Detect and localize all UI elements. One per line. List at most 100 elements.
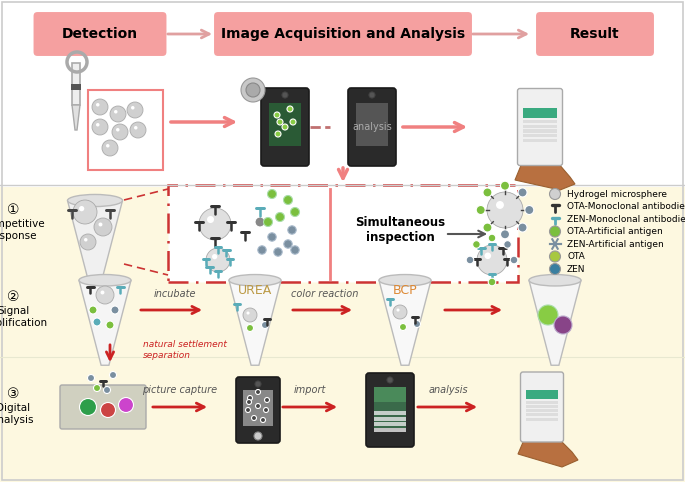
- Circle shape: [206, 248, 230, 272]
- Text: Signal
amplification: Signal amplification: [0, 306, 47, 328]
- Circle shape: [282, 92, 288, 98]
- Text: Result: Result: [570, 27, 620, 41]
- Text: ZEN: ZEN: [567, 265, 586, 273]
- Circle shape: [241, 78, 265, 102]
- Text: ①: ①: [7, 203, 19, 217]
- Circle shape: [79, 206, 84, 211]
- Bar: [523, 108, 557, 119]
- Circle shape: [549, 251, 560, 262]
- Polygon shape: [79, 280, 131, 365]
- Circle shape: [488, 278, 496, 286]
- Circle shape: [477, 245, 507, 275]
- Text: picture capture: picture capture: [142, 385, 218, 395]
- Circle shape: [268, 189, 277, 199]
- Circle shape: [501, 181, 510, 190]
- Bar: [269, 103, 301, 147]
- FancyBboxPatch shape: [535, 11, 655, 57]
- Circle shape: [268, 233, 276, 241]
- Circle shape: [92, 99, 108, 115]
- FancyBboxPatch shape: [348, 88, 396, 166]
- Circle shape: [284, 240, 292, 248]
- Text: ZEN-Artificial antigen: ZEN-Artificial antigen: [567, 240, 664, 249]
- Bar: [374, 416, 406, 420]
- Circle shape: [110, 372, 116, 378]
- Circle shape: [84, 238, 88, 241]
- Circle shape: [264, 398, 269, 402]
- Bar: [373, 388, 406, 428]
- Circle shape: [130, 122, 146, 138]
- Circle shape: [116, 128, 119, 132]
- Circle shape: [101, 291, 104, 295]
- FancyBboxPatch shape: [236, 377, 280, 443]
- Bar: [523, 139, 557, 142]
- Circle shape: [510, 256, 518, 264]
- Polygon shape: [518, 440, 578, 467]
- Text: natural settlement
separation: natural settlement separation: [143, 340, 227, 360]
- Circle shape: [106, 144, 110, 147]
- Circle shape: [88, 375, 95, 381]
- Circle shape: [387, 377, 393, 383]
- Circle shape: [245, 407, 251, 413]
- Bar: [523, 120, 557, 123]
- Bar: [72, 63, 80, 105]
- Circle shape: [369, 92, 375, 98]
- Circle shape: [89, 306, 97, 314]
- Ellipse shape: [379, 275, 431, 286]
- Text: OTA-Artificial antigen: OTA-Artificial antigen: [567, 227, 663, 236]
- FancyBboxPatch shape: [213, 11, 473, 57]
- Bar: [374, 422, 406, 426]
- Bar: [71, 84, 81, 90]
- Circle shape: [287, 106, 293, 112]
- Text: analysis: analysis: [428, 385, 468, 395]
- Circle shape: [96, 123, 99, 126]
- Circle shape: [483, 188, 492, 197]
- Bar: [523, 129, 557, 133]
- Circle shape: [549, 226, 560, 237]
- Circle shape: [112, 124, 128, 140]
- Ellipse shape: [79, 275, 131, 286]
- Circle shape: [277, 119, 283, 125]
- Circle shape: [247, 324, 253, 332]
- FancyBboxPatch shape: [60, 385, 146, 429]
- Text: Image Acquisition and Analysis: Image Acquisition and Analysis: [221, 27, 465, 41]
- Text: Competitive
response: Competitive response: [0, 219, 45, 241]
- Bar: [243, 390, 273, 426]
- Text: ②: ②: [7, 290, 19, 304]
- Bar: [356, 103, 388, 147]
- Text: Digital
analysis: Digital analysis: [0, 403, 34, 425]
- Circle shape: [264, 217, 273, 227]
- Circle shape: [131, 106, 134, 109]
- Bar: [0, 0, 685, 187]
- Bar: [526, 413, 558, 416]
- Circle shape: [282, 124, 288, 130]
- Circle shape: [212, 254, 217, 259]
- Circle shape: [243, 308, 257, 322]
- Circle shape: [554, 316, 572, 334]
- Circle shape: [79, 399, 97, 415]
- Circle shape: [274, 248, 282, 256]
- FancyBboxPatch shape: [366, 373, 414, 447]
- Text: analysis: analysis: [352, 122, 392, 132]
- Circle shape: [99, 223, 103, 227]
- Text: OTA-Monoclonal antibodies: OTA-Monoclonal antibodies: [567, 202, 685, 211]
- FancyBboxPatch shape: [517, 89, 562, 165]
- Polygon shape: [72, 105, 80, 130]
- Bar: [523, 134, 557, 137]
- Circle shape: [503, 241, 512, 248]
- Circle shape: [501, 230, 510, 239]
- Circle shape: [111, 306, 119, 314]
- Circle shape: [102, 140, 118, 156]
- FancyBboxPatch shape: [168, 185, 518, 282]
- Circle shape: [397, 308, 399, 311]
- Text: Detection: Detection: [62, 27, 138, 41]
- Circle shape: [260, 417, 266, 423]
- Circle shape: [96, 286, 114, 304]
- Circle shape: [274, 112, 280, 118]
- Circle shape: [414, 321, 421, 327]
- Circle shape: [275, 131, 281, 137]
- Polygon shape: [229, 280, 281, 365]
- Polygon shape: [529, 280, 581, 365]
- Circle shape: [106, 321, 114, 329]
- Polygon shape: [68, 201, 123, 291]
- Circle shape: [518, 223, 527, 232]
